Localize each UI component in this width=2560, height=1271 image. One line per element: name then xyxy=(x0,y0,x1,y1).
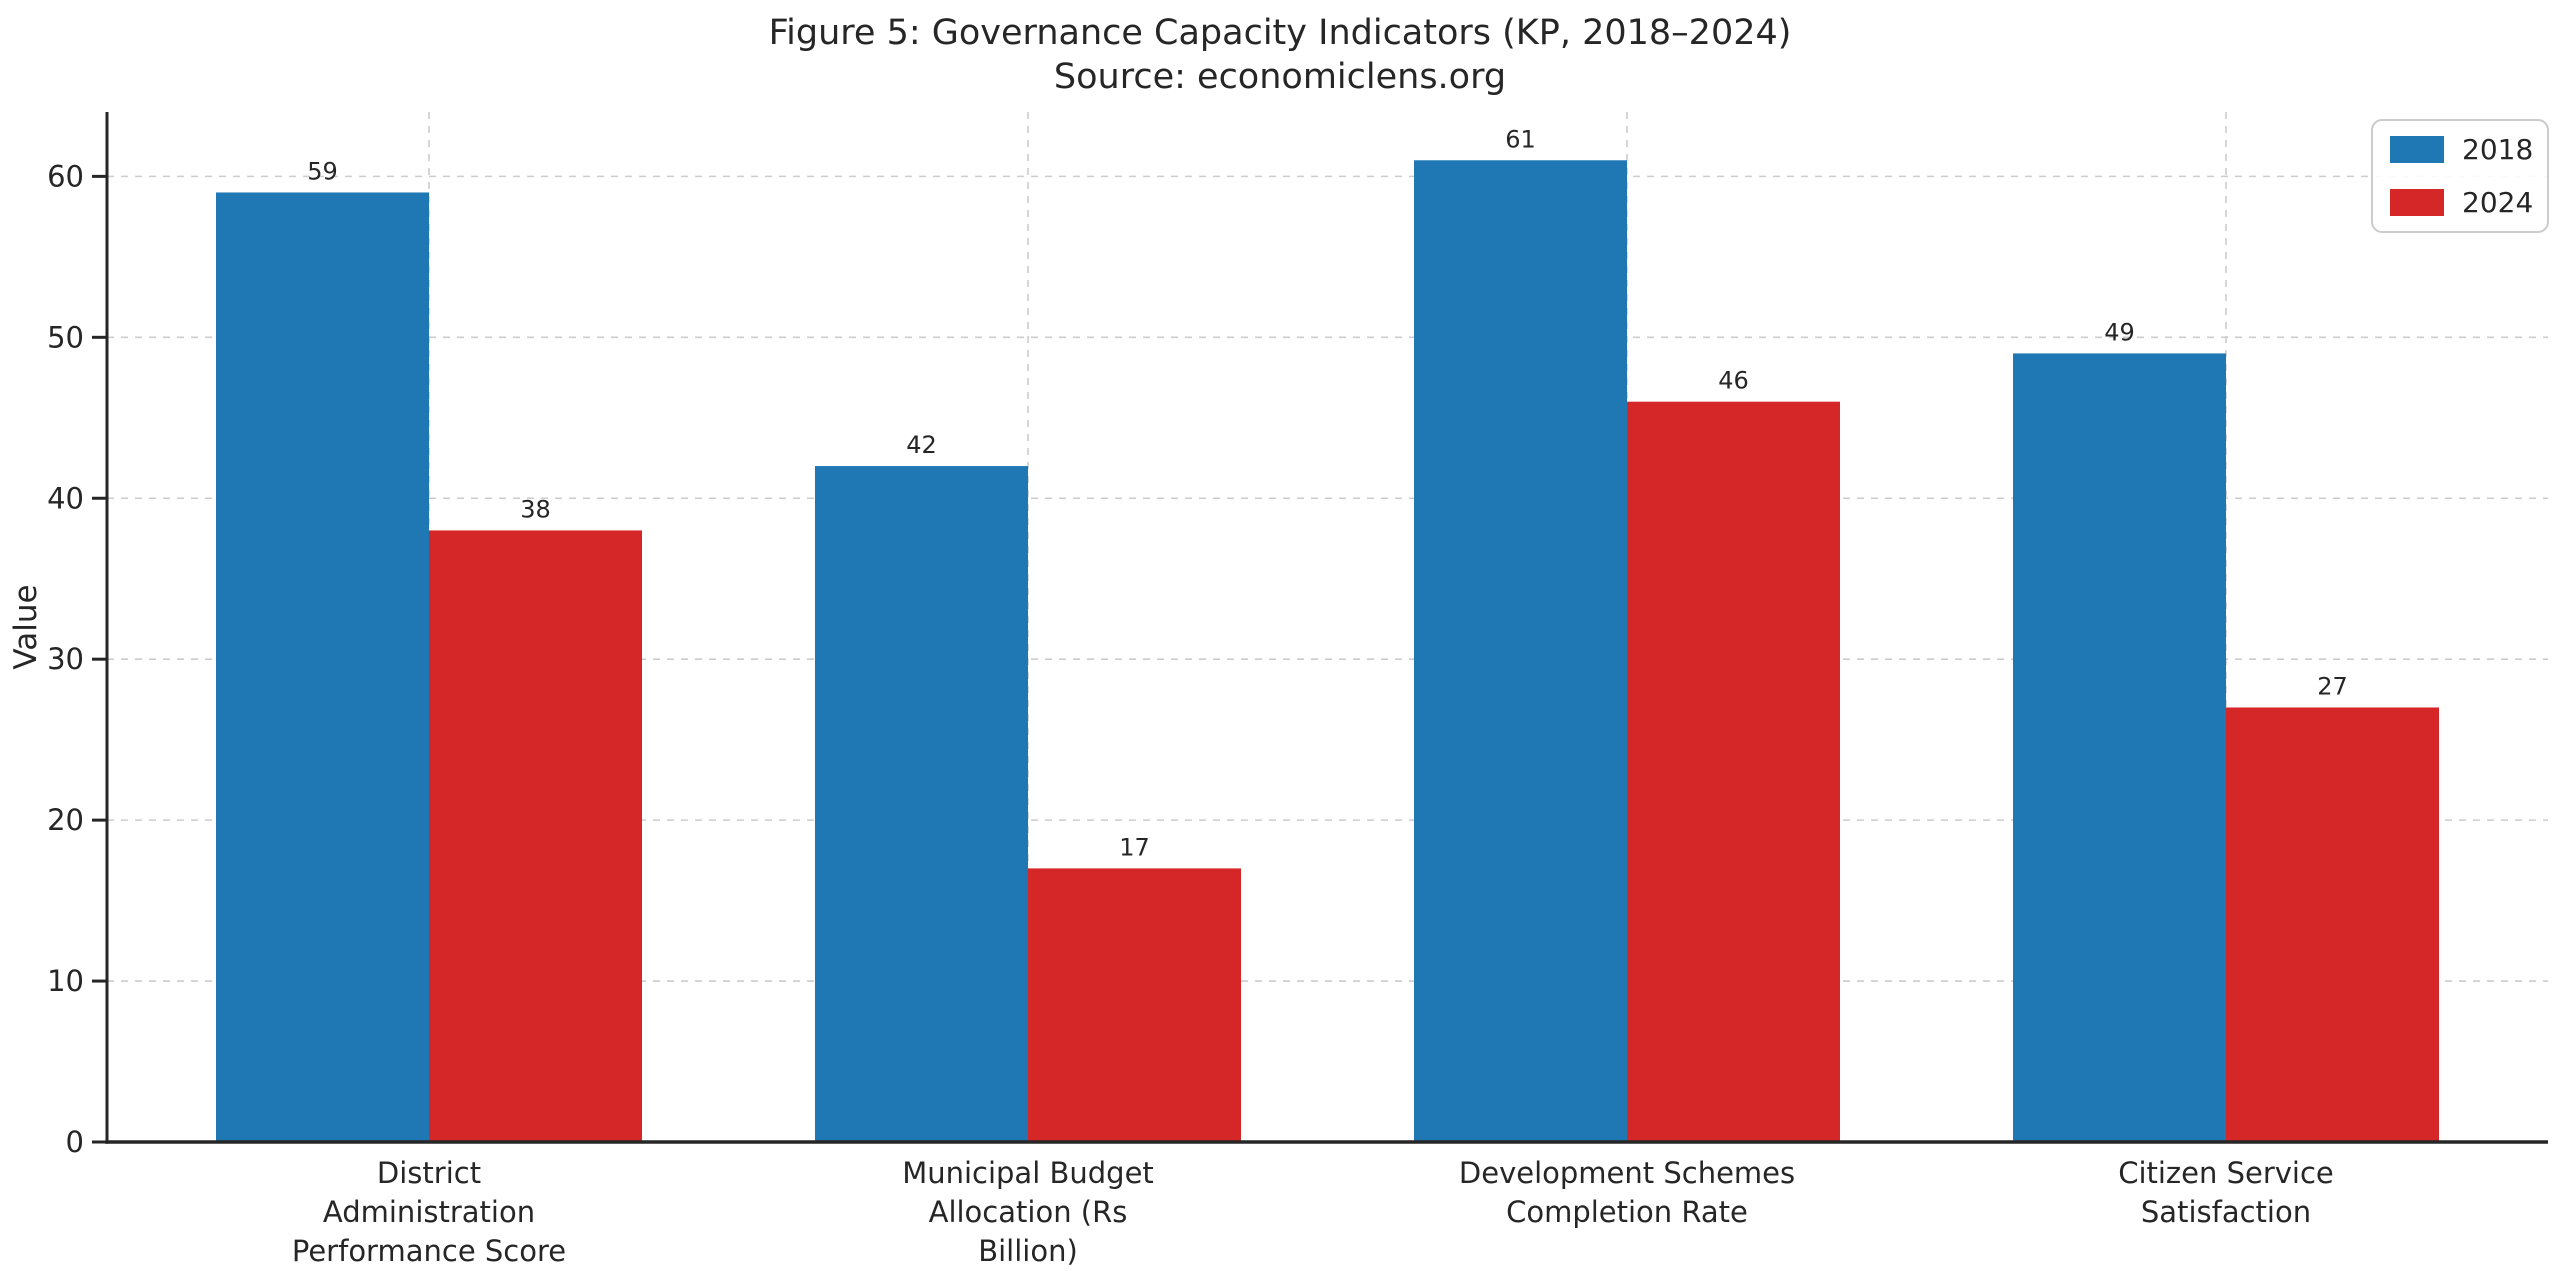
bar-value-label: 61 xyxy=(1505,125,1536,153)
bar-2018-0 xyxy=(216,192,429,1142)
y-tick-label: 50 xyxy=(47,320,84,354)
bar-value-label: 49 xyxy=(2104,318,2135,346)
y-tick-label: 10 xyxy=(47,964,84,998)
y-tick-label: 20 xyxy=(47,803,84,837)
x-tick-label: Billion) xyxy=(978,1234,1078,1268)
x-tick-label: Administration xyxy=(323,1195,535,1229)
bar-2024-1 xyxy=(1028,868,1241,1142)
y-tick-label: 60 xyxy=(47,159,84,193)
x-tick-label: District xyxy=(377,1156,481,1190)
legend: 2018 2024 xyxy=(2371,119,2549,233)
bar-value-label: 46 xyxy=(1718,367,1749,395)
bar-2024-2 xyxy=(1627,401,1840,1142)
legend-swatch-2024 xyxy=(2390,189,2444,216)
x-tick-label: Municipal Budget xyxy=(902,1156,1154,1190)
bar-value-label: 59 xyxy=(307,157,338,185)
x-tick-label: Development Schemes xyxy=(1459,1156,1795,1190)
x-tick-label: Allocation (Rs xyxy=(929,1195,1128,1229)
plot-area: 59 42 61 49 38 17 46 27 0 10 20 30 40 50 60 District Adm… xyxy=(47,112,2548,1268)
x-tick-label: Satisfaction xyxy=(2141,1195,2311,1229)
y-axis-label: Value xyxy=(8,584,44,669)
bar-value-label: 42 xyxy=(906,431,937,459)
x-tick-label: Citizen Service xyxy=(2118,1156,2334,1190)
bar-2018-3 xyxy=(2013,353,2226,1142)
bar-value-label: 27 xyxy=(2317,672,2348,700)
bar-2024-0 xyxy=(429,530,642,1142)
x-tick-label: Performance Score xyxy=(292,1234,566,1268)
bar-value-label: 17 xyxy=(1119,833,1150,861)
chart-title: Figure 5: Governance Capacity Indicators… xyxy=(769,13,1792,53)
y-tick-label: 40 xyxy=(47,481,84,515)
bar-2024-3 xyxy=(2226,707,2439,1142)
y-tick-label: 30 xyxy=(47,642,84,676)
bar-2018-1 xyxy=(815,466,1028,1142)
chart-subtitle: Source: economiclens.org xyxy=(1054,57,1506,97)
bar-2018-2 xyxy=(1414,160,1627,1142)
legend-swatch-2018 xyxy=(2390,136,2444,163)
bar-value-label: 38 xyxy=(520,495,551,523)
y-tick-label: 0 xyxy=(66,1125,84,1159)
legend-label-2024: 2024 xyxy=(2462,186,2533,219)
x-tick-label: Completion Rate xyxy=(1506,1195,1748,1229)
legend-label-2018: 2018 xyxy=(2462,133,2533,166)
